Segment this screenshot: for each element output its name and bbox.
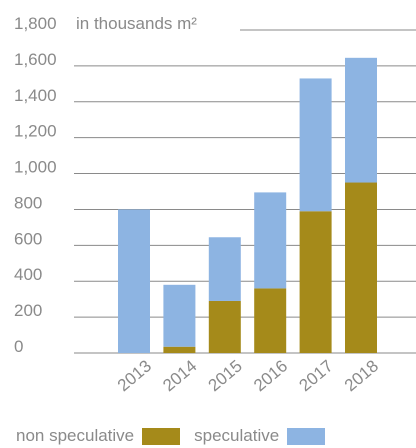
y-tick-label: 600 <box>14 229 42 248</box>
legend-label-non-speculative: non speculative <box>16 426 135 445</box>
y-tick-label: 1,000 <box>14 158 57 177</box>
legend-swatch-speculative <box>287 427 326 445</box>
y-tick-label: 800 <box>14 193 42 212</box>
y-tick-label: 1,600 <box>14 50 57 69</box>
y-tick-label: 1,200 <box>14 122 57 141</box>
x-tick-label-2017: 2017 <box>295 356 336 395</box>
bar-2016-non-speculative <box>254 288 287 353</box>
bar-2017-non-speculative <box>299 211 332 353</box>
y-tick-label: 1,400 <box>14 86 57 105</box>
y-tick-label: 1,800 <box>14 14 57 33</box>
x-tick-label-2013: 2013 <box>114 356 155 395</box>
legend: non speculative speculative <box>16 424 339 448</box>
bar-2014-non-speculative <box>163 346 196 353</box>
x-tick-label-2018: 2018 <box>341 356 382 395</box>
bar-2016-speculative <box>254 192 287 289</box>
y-tick-label: 400 <box>14 265 42 284</box>
x-axis-ticks: 2013 2014 2015 2016 2017 2018 <box>114 356 382 395</box>
x-tick-label-2015: 2015 <box>205 356 246 395</box>
bar-2015-non-speculative <box>208 300 241 353</box>
x-tick-label-2016: 2016 <box>250 356 291 395</box>
x-tick-label-2014: 2014 <box>159 356 200 395</box>
bar-2018-speculative <box>345 57 377 183</box>
y-tick-label: 0 <box>14 337 23 356</box>
bar-2015-speculative <box>208 237 241 301</box>
legend-label-speculative: speculative <box>194 426 280 445</box>
y-axis-ticks: 0 200 400 600 800 1,000 1,200 1,400 1,600 1,800 <box>14 14 57 356</box>
bar-2017-speculative <box>299 78 332 212</box>
bar-2013-speculative <box>118 209 150 353</box>
bars <box>118 57 377 353</box>
y-unit-label: in thousands m² <box>76 14 197 33</box>
y-tick-label: 200 <box>14 301 42 320</box>
bar-2014-speculative <box>163 284 196 347</box>
bar-2018-non-speculative <box>345 182 377 353</box>
legend-swatch-non-speculative <box>142 427 181 445</box>
